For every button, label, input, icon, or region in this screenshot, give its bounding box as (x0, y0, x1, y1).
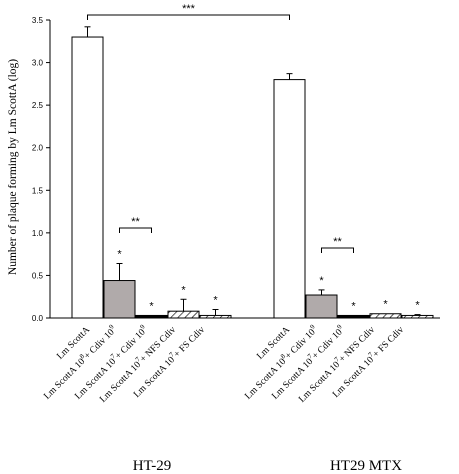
significance-bracket (119, 227, 152, 233)
y-tick-label: 1.0 (32, 229, 44, 238)
bar-1-1 (71, 36, 104, 319)
significance-star: * (415, 300, 420, 312)
x-tick-label-part: 7 (134, 355, 142, 363)
significance-star: * (319, 275, 324, 287)
y-tick-label: 2.0 (32, 144, 44, 153)
bracket-label: *** (182, 3, 196, 15)
bracket-label: ** (131, 216, 140, 228)
x-tick-label-part: + FS Cdiv (172, 325, 207, 360)
significance-star: * (117, 249, 122, 261)
significance-star: * (351, 300, 356, 312)
x-tick-label-part: 9 (107, 323, 115, 331)
y-tick-label: 0.5 (32, 271, 44, 280)
significance-star: * (149, 300, 154, 312)
bar-1-4 (167, 310, 200, 319)
y-axis-title: Number of plaque forming by Lm ScottA (l… (7, 59, 19, 275)
x-tick-label-part: 9 (335, 323, 343, 331)
bracket-label: ** (333, 236, 342, 248)
x-tick-label-part: 7 (306, 352, 314, 360)
significance-star: * (181, 284, 186, 296)
bar-2-2 (305, 294, 338, 319)
y-tick-label: 2.5 (32, 101, 44, 110)
group-label: HT-29 (133, 458, 172, 474)
y-tick-label: 3.0 (32, 59, 44, 68)
y-tick-label: 1.5 (32, 186, 44, 195)
significance-star: * (213, 294, 218, 306)
x-tick-label-part: 9 (138, 323, 146, 331)
y-tick-label: 0.0 (32, 314, 44, 323)
bar-1-2 (103, 280, 136, 319)
significance-bracket (321, 247, 354, 253)
x-tick-label-part: 7 (168, 350, 176, 358)
significance-star: * (383, 299, 388, 311)
x-tick-label-part: + FS Cdiv (371, 325, 406, 360)
x-tick-label-part: 7 (367, 350, 375, 358)
x-tick-label-part: 8 (279, 352, 287, 360)
group-label: HT29 MTX (330, 458, 402, 474)
bar-2-4 (369, 313, 402, 319)
y-tick-label: 3.5 (32, 16, 44, 25)
x-tick-label-part: 8 (78, 352, 86, 360)
significance-bracket (87, 14, 290, 20)
bar-2-1 (273, 79, 306, 319)
x-tick-label-part: 9 (308, 323, 316, 331)
x-tick-label-part: 7 (333, 355, 341, 363)
x-tick-label-part: 7 (109, 352, 117, 360)
